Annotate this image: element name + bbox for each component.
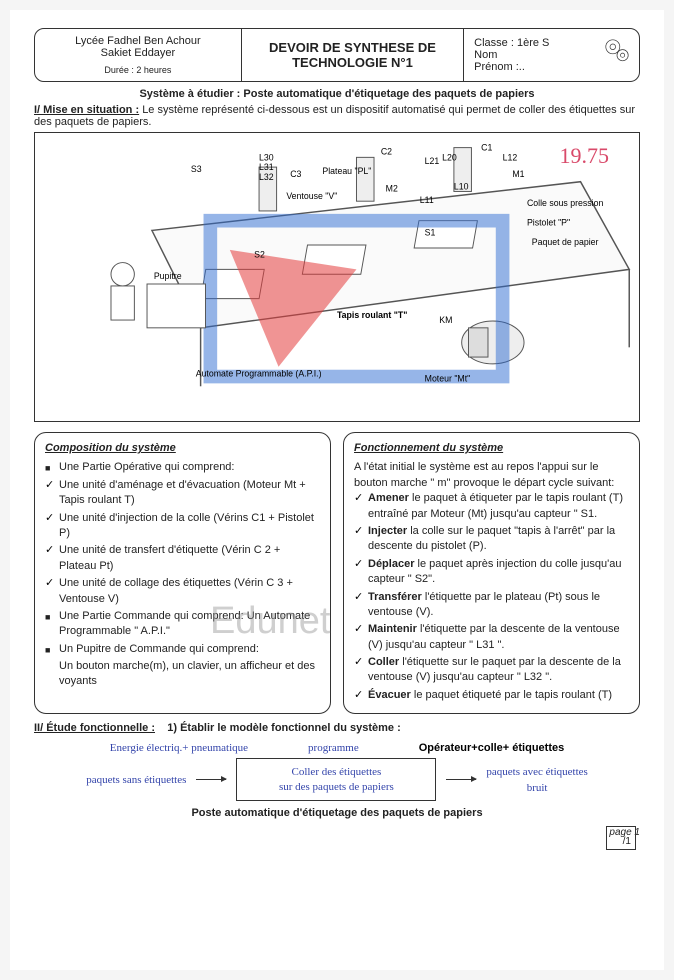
fonctionnement-item: Transférer l'étiquette par le plateau (P…	[354, 590, 629, 621]
svg-text:Tapis roulant "T": Tapis roulant "T"	[337, 310, 407, 320]
svg-text:S1: S1	[425, 227, 436, 237]
svg-text:Colle sous pression: Colle sous pression	[527, 198, 603, 208]
class-label: Classe :	[474, 37, 514, 49]
fonctionnement-item: Amener le paquet à étiqueter par le tapi…	[354, 491, 629, 522]
composition-item: Une Partie Commande qui comprend: Un Aut…	[45, 609, 320, 640]
composition-item: Une unité d'aménage et d'évacuation (Mot…	[45, 478, 320, 509]
gear-icon	[603, 37, 631, 65]
svg-text:Paquet de papier: Paquet de papier	[532, 237, 599, 247]
class-value: 1ère S	[517, 37, 549, 49]
fonctionnement-item: Maintenir l'étiquette par la descente de…	[354, 622, 629, 653]
diagram-svg: S3 L30 L31 L32 C3 Plateau "PL" Ventouse …	[35, 133, 639, 416]
func-top-right: Opérateur+colle+ étiquettes	[419, 742, 565, 754]
fonctionnement-item: Évacuer le paquet étiqueté par le tapis …	[354, 688, 629, 703]
composition-box: Composition du système Une Partie Opérat…	[34, 432, 331, 714]
header-student: Classe : 1ère S Nom Prénom :..	[464, 29, 639, 81]
school-line1: Lycée Fadhel Ben Achour	[45, 35, 231, 47]
svg-text:Pupitre: Pupitre	[154, 271, 182, 281]
score-box: /1	[606, 826, 636, 850]
section2-title: II/ Étude fonctionnelle :	[34, 722, 155, 734]
composition-item: Une unité de collage des étiquettes (Vér…	[45, 576, 320, 607]
svg-text:L20: L20	[442, 152, 457, 162]
section2-sub: 1) Établir le modèle fonctionnel du syst…	[167, 722, 401, 734]
svg-text:C3: C3	[290, 169, 301, 179]
functional-diagram: Energie électriq.+ pneumatique programme…	[34, 742, 640, 819]
fonctionnement-item: Injecter la colle sur le paquet "tapis à…	[354, 524, 629, 555]
svg-text:KM: KM	[439, 315, 452, 325]
header-school: Lycée Fadhel Ben Achour Sakiet Eddayer D…	[35, 29, 242, 81]
svg-text:L30: L30	[259, 152, 274, 162]
composition-list: Une Partie Opérative qui comprend: Une un…	[45, 460, 320, 689]
page-number: page 1	[34, 827, 640, 838]
svg-text:S3: S3	[191, 164, 202, 174]
document-page: Lycée Fadhel Ben Achour Sakiet Eddayer D…	[10, 10, 664, 970]
svg-text:L31: L31	[259, 162, 274, 172]
red-score: 19.75	[560, 143, 610, 169]
func-caption: Poste automatique d'étiquetage des paque…	[191, 807, 482, 819]
func-center-row: paquets sans étiquettes Coller des étiqu…	[34, 758, 640, 801]
title-line1: DEVOIR DE SYNTHESE DE	[252, 40, 453, 55]
composition-item: Une unité d'injection de la colle (Vérin…	[45, 511, 320, 542]
title-line2: TECHNOLOGIE N°1	[252, 55, 453, 70]
svg-text:Moteur "Mt": Moteur "Mt"	[425, 373, 471, 383]
section2: II/ Étude fonctionnelle : 1) Établir le …	[34, 722, 640, 734]
fonctionnement-title: Fonctionnement du système	[354, 441, 629, 456]
composition-item: Un bouton marche(m), un clavier, un affi…	[45, 659, 320, 690]
fonctionnement-box: Fonctionnement du système A l'état initi…	[343, 432, 640, 714]
svg-text:C2: C2	[381, 146, 392, 156]
func-top-row: Energie électriq.+ pneumatique programme…	[110, 742, 564, 754]
system-diagram: S3 L30 L31 L32 C3 Plateau "PL" Ventouse …	[34, 132, 640, 422]
func-right-top: paquets avec étiquettes	[486, 766, 587, 778]
duration: Durée : 2 heures	[45, 65, 231, 75]
fonctionnement-list: Amener le paquet à étiqueter par le tapi…	[354, 491, 629, 703]
svg-text:L12: L12	[503, 152, 518, 162]
svg-text:Pistolet "P": Pistolet "P"	[527, 218, 570, 228]
fonctionnement-item: Déplacer le paquet après injection du co…	[354, 557, 629, 588]
svg-text:Automate Programmable (A.P.I.): Automate Programmable (A.P.I.)	[196, 369, 322, 379]
func-top-left: Energie électriq.+ pneumatique	[110, 742, 248, 754]
svg-text:Plateau "PL": Plateau "PL"	[322, 166, 371, 176]
subtitle: Système à étudier : Poste automatique d'…	[34, 88, 640, 100]
svg-text:M1: M1	[512, 169, 524, 179]
fonctionnement-intro: A l'état initial le système est au repos…	[354, 460, 629, 491]
svg-text:C1: C1	[481, 143, 492, 153]
svg-text:L21: L21	[425, 156, 440, 166]
info-boxes: Composition du système Une Partie Opérat…	[34, 432, 640, 714]
composition-item: Une unité de transfert d'étiquette (Véri…	[45, 543, 320, 574]
fonctionnement-item: Coller l'étiquette sur le paquet par la …	[354, 655, 629, 686]
svg-text:L10: L10	[454, 182, 469, 192]
composition-title: Composition du système	[45, 441, 320, 456]
func-left: paquets sans étiquettes	[86, 774, 186, 786]
func-center-l1: Coller des étiquettes	[251, 765, 421, 779]
svg-text:L32: L32	[259, 172, 274, 182]
func-center-box: Coller des étiquettes sur des paquets de…	[236, 758, 436, 801]
school-line2: Sakiet Eddayer	[45, 47, 231, 59]
func-top-mid: programme	[308, 742, 359, 754]
svg-text:Ventouse "V": Ventouse "V"	[286, 191, 337, 201]
composition-item: Une Partie Opérative qui comprend:	[45, 460, 320, 475]
header-row: Lycée Fadhel Ben Achour Sakiet Eddayer D…	[34, 28, 640, 82]
arrow-left-icon	[196, 779, 226, 780]
svg-text:S2: S2	[254, 250, 265, 260]
func-right-bot: bruit	[486, 782, 587, 794]
svg-text:L11: L11	[420, 195, 434, 205]
arrow-right-icon	[446, 779, 476, 780]
func-center-l2: sur des paquets de papiers	[251, 780, 421, 794]
svg-text:M2: M2	[386, 183, 398, 193]
composition-item: Un Pupitre de Commande qui comprend:	[45, 642, 320, 657]
header-title: DEVOIR DE SYNTHESE DE TECHNOLOGIE N°1	[242, 29, 464, 81]
section1-title: I/ Mise en situation : Le système représ…	[34, 104, 640, 128]
